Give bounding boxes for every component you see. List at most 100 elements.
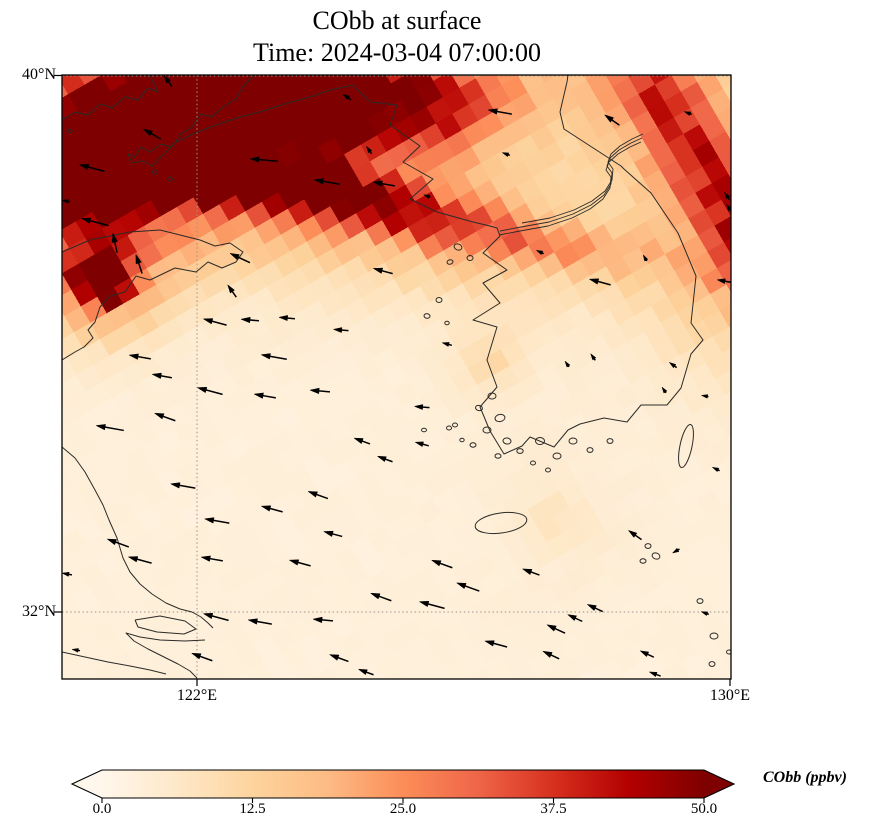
wind-arrow-head [535, 249, 544, 256]
island-outline [446, 425, 452, 431]
wind-arrow-head [142, 128, 153, 137]
wind-arrow-head [249, 156, 260, 163]
heatmap-cell [553, 659, 582, 679]
heatmap-cell [717, 413, 731, 439]
wind-arrow-head [723, 191, 731, 200]
heatmap-cell [62, 271, 64, 275]
island-outline [482, 426, 492, 434]
heatmap-cell [62, 575, 65, 582]
heatmap-cell [119, 677, 122, 679]
island-outline [494, 453, 502, 459]
heatmap-cell [35, 674, 63, 702]
heatmap-cell [709, 284, 731, 312]
heatmap-cell [727, 435, 731, 445]
heatmap-cell [705, 352, 731, 380]
heatmap-cell [537, 678, 539, 679]
heatmap-cell [94, 661, 122, 679]
heatmap-cell [511, 661, 539, 679]
colorbar-tick-12.5: 12.5 [239, 801, 266, 817]
heatmap-cell [727, 589, 731, 597]
colorbar-tick-37.5: 37.5 [540, 801, 567, 817]
heatmap-cell [62, 423, 65, 429]
island-outline [678, 423, 694, 469]
wind-arrow-head [353, 437, 364, 445]
island-outline [644, 543, 652, 549]
heatmap-cell [423, 676, 429, 679]
heatmap-cell [722, 347, 731, 369]
wind-arrow-head [163, 75, 171, 84]
wind-arrow-head [253, 392, 264, 399]
island-outline [67, 129, 73, 133]
heatmap-cell [62, 510, 79, 538]
heatmap-cell [298, 75, 325, 90]
xtick-label-130E: 130°E [709, 687, 751, 704]
heatmap-cell [385, 669, 407, 679]
wind-arrow-head [260, 353, 271, 360]
heatmap-cell [271, 677, 276, 679]
heatmap-cell [62, 357, 78, 385]
heatmap-cell [735, 555, 763, 583]
heatmap-cell [62, 75, 87, 96]
wind-arrow-head [546, 624, 557, 632]
wind-arrow-head [106, 538, 117, 546]
wind-arrow-head [521, 568, 533, 576]
wind-arrow-head [365, 145, 373, 154]
wind-arrow-head [278, 315, 288, 322]
heatmap-cell [716, 260, 731, 286]
heatmap-layer [35, 75, 763, 712]
heatmap-cell [475, 75, 504, 96]
island-outline [606, 438, 614, 444]
river-path [521, 133, 644, 224]
island-outline [535, 437, 545, 445]
heatmap-cell [575, 675, 583, 679]
island-outline [423, 313, 431, 319]
heatmap-cell [436, 684, 464, 712]
wind-arrow-head [725, 203, 731, 212]
wind-arrow-head [648, 671, 658, 678]
heatmap-cell [723, 654, 731, 673]
heatmap-cell [605, 75, 631, 89]
heatmap-cell [342, 75, 367, 87]
wind-arrow-head [414, 441, 424, 448]
coastline-path [62, 75, 159, 121]
wind-arrow-shaft [256, 158, 279, 162]
wind-arrow-shaft [87, 219, 109, 227]
wind-arrow-head [95, 424, 106, 431]
coastline-path [62, 446, 214, 629]
heatmap-cell [714, 216, 731, 244]
ytick-label-32N: 32°N [22, 603, 56, 620]
heatmap-cell [442, 657, 471, 679]
wind-arrow-head [418, 601, 430, 608]
heatmap-cell [62, 204, 78, 231]
wind-arrow-head [196, 387, 208, 394]
heatmap-cell [723, 238, 731, 255]
heatmap-cell [537, 668, 561, 679]
wind-arrow-head [484, 640, 495, 647]
heatmap-cell [628, 75, 657, 96]
wind-arrow-head [588, 278, 600, 285]
wind-arrow-head [639, 650, 650, 658]
heatmap-cell [732, 513, 760, 541]
heatmap-cell [62, 246, 80, 275]
heatmap-cell [368, 679, 396, 707]
heatmap-cell [718, 567, 731, 592]
heatmap-cell [169, 75, 197, 98]
heatmap-cell [710, 437, 731, 465]
heatmap-cell [664, 661, 693, 679]
heatmap-cell [280, 75, 308, 99]
heatmap-cell [561, 75, 589, 91]
island-outline [435, 297, 443, 303]
heatmap-cell [713, 479, 731, 508]
heatmap-cell [706, 505, 731, 534]
wind-arrow-shaft [209, 614, 229, 622]
wind-arrow-head [716, 278, 726, 284]
wind-arrow-head [312, 616, 323, 624]
wind-arrow-head [288, 559, 300, 566]
coastline-path [62, 651, 167, 675]
heatmap-cell [62, 119, 63, 122]
wind-arrow-head [169, 482, 181, 489]
wind-arrow-head [357, 668, 368, 676]
wind-arrow-head [542, 650, 553, 658]
island-outline [726, 649, 731, 655]
